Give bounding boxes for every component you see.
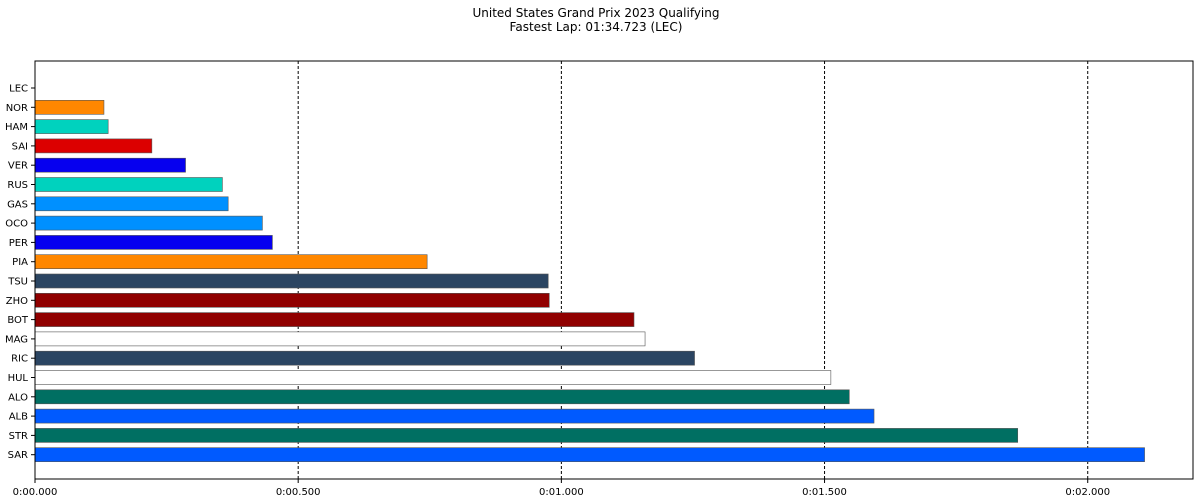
y-tick-label-rus: RUS bbox=[7, 180, 28, 191]
x-tick-label: 0:02.000 bbox=[1065, 487, 1110, 498]
y-tick-label-tsu: TSU bbox=[7, 277, 28, 288]
y-tick-label-gas: GAS bbox=[7, 199, 28, 210]
y-tick-label-bot: BOT bbox=[7, 315, 29, 326]
bar-alb bbox=[34, 408, 875, 424]
bar-mag bbox=[34, 331, 646, 347]
y-tick-label-per: PER bbox=[9, 238, 28, 249]
bar-hul bbox=[34, 370, 832, 385]
chart-title: United States Grand Prix 2023 Qualifying bbox=[472, 6, 719, 20]
y-tick-label-pia: PIA bbox=[12, 257, 28, 268]
bar-ham bbox=[34, 119, 109, 134]
bar-ric bbox=[34, 350, 695, 366]
bar-zho bbox=[34, 292, 550, 308]
bar-rus bbox=[34, 177, 223, 192]
bar-ver bbox=[34, 157, 186, 173]
bar-tsu bbox=[34, 273, 549, 289]
y-tick-label-str: STR bbox=[9, 431, 28, 442]
bar-per bbox=[34, 235, 273, 250]
bar-nor bbox=[34, 100, 105, 115]
y-tick-label-nor: NOR bbox=[6, 103, 28, 114]
y-tick-label-ham: HAM bbox=[5, 122, 28, 133]
y-tick-label-zho: ZHO bbox=[6, 296, 28, 307]
plot-frame bbox=[34, 60, 1194, 480]
chart-subtitle: Fastest Lap: 01:34.723 (LEC) bbox=[510, 20, 683, 34]
x-tick-label: 0:01.000 bbox=[539, 487, 584, 498]
y-tick-label-lec: LEC bbox=[9, 84, 28, 95]
y-tick-label-hul: HUL bbox=[8, 373, 29, 384]
bar-sar bbox=[34, 447, 1145, 463]
bar-str bbox=[34, 428, 1019, 443]
x-tick-label: 0:00.500 bbox=[276, 487, 321, 498]
y-tick-label-ric: RIC bbox=[11, 354, 28, 365]
y-tick-label-oco: OCO bbox=[5, 219, 28, 230]
bar-pia bbox=[34, 254, 428, 269]
bar-gas bbox=[34, 196, 229, 212]
y-tick-label-alb: ALB bbox=[9, 412, 28, 423]
bar-oco bbox=[34, 215, 263, 231]
x-tick-label: 0:00.000 bbox=[13, 487, 58, 498]
x-tick-label: 0:01.500 bbox=[802, 487, 847, 498]
y-tick-label-sar: SAR bbox=[8, 450, 28, 461]
y-tick-label-ver: VER bbox=[8, 161, 28, 172]
y-tick-label-mag: MAG bbox=[5, 334, 28, 345]
bars bbox=[34, 100, 1145, 463]
y-axis-ticks: LEC NOR HAM SAI VER RUS GAS OCO PER PIA TSU ZHO BOT M… bbox=[5, 84, 35, 461]
bar-alo bbox=[34, 389, 850, 405]
y-tick-label-alo: ALO bbox=[8, 392, 28, 403]
x-axis-ticks: 0:00.000 0:00.500 0:01.000 0:01.500 0:02.000 bbox=[13, 479, 1110, 498]
bar-sai bbox=[34, 138, 153, 154]
y-tick-label-sai: SAI bbox=[12, 141, 28, 152]
bar-bot bbox=[34, 312, 635, 327]
